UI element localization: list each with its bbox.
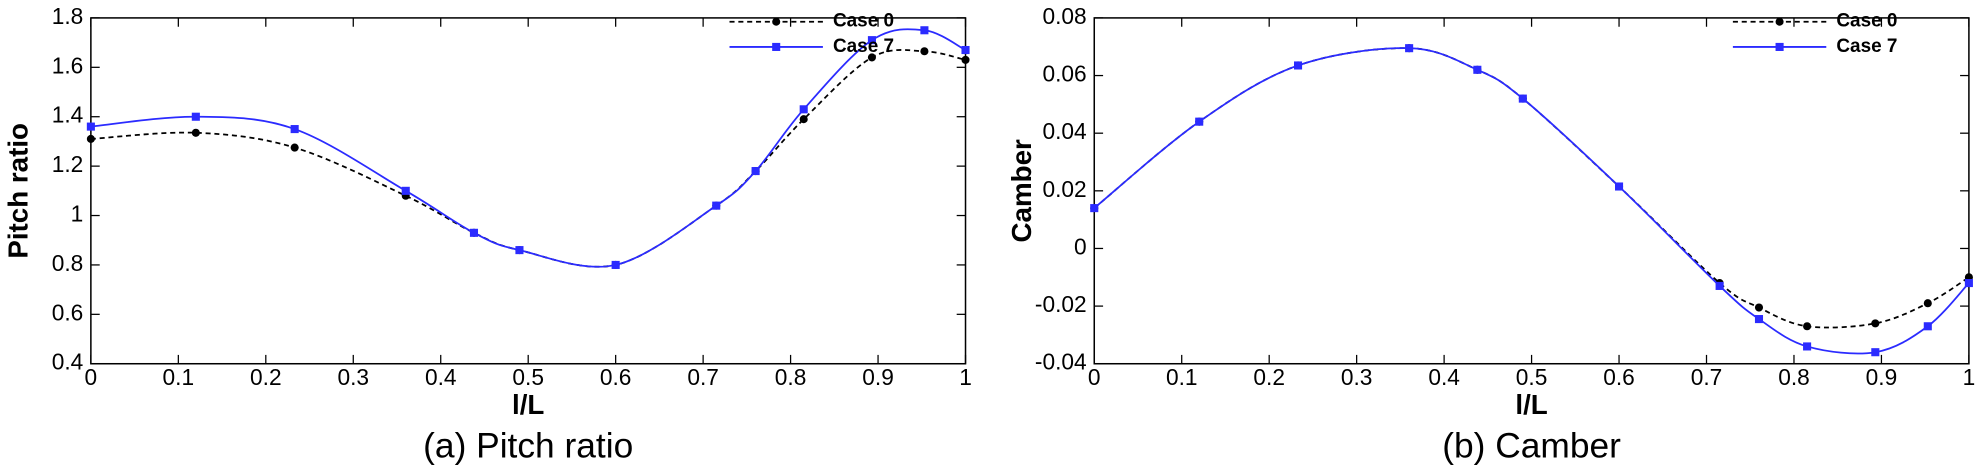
y-axis-label: Camber [1006,139,1037,243]
y-tick-label: 1.6 [52,52,84,78]
point [1615,182,1624,191]
x-tick-label: 0.5 [1516,364,1548,390]
x-tick-label: 0.4 [1428,364,1460,390]
y-tick-label: 0.02 [1042,176,1086,202]
point [469,228,479,237]
x-axis-label: l/L [512,389,544,420]
y-tick-label: 0.04 [1042,118,1086,144]
point [515,246,524,255]
legend-marker [772,17,781,26]
point [611,260,620,269]
y-tick-label: -0.04 [1035,349,1087,375]
legend-label: Case 7 [833,36,894,57]
legend-label: Case 0 [833,11,894,32]
point [1405,44,1414,53]
series-line [90,49,966,268]
x-tick-label: 0.6 [1603,364,1635,390]
x-tick-label: 0 [85,364,98,390]
point [1754,315,1764,324]
y-tick-label: 0.6 [52,299,84,325]
caption: (a) Pitch ratio [423,427,633,466]
point [1518,94,1527,103]
x-tick-label: 0.1 [163,364,195,390]
y-tick-label: 0 [1074,233,1087,259]
point [1964,279,1973,288]
x-tick-label: 0.9 [1866,364,1898,390]
x-tick-label: 0.8 [775,364,807,390]
point [1473,65,1482,74]
x-tick-label: 0.4 [425,364,457,390]
caption: (b) Camber [1442,427,1621,466]
point [920,26,929,35]
y-tick-label: 0.08 [1042,3,1086,29]
point [1923,299,1932,308]
point [1803,322,1812,331]
x-tick-label: 0.7 [687,364,719,390]
legend-marker [1775,17,1784,26]
y-axis-label: Pitch ratio [3,123,34,259]
plot-frame [90,17,967,365]
point [86,134,95,143]
legend-label: Case 7 [1836,36,1897,57]
y-tick-label: 1.8 [52,3,84,29]
point [867,53,876,62]
point [191,128,200,137]
point [799,115,808,124]
legend-marker [772,42,781,51]
point [712,201,721,210]
y-tick-label: 0.8 [52,250,84,276]
point [867,36,876,45]
point [1803,342,1812,351]
point [290,125,299,134]
y-tick-label: 1.2 [52,151,84,177]
series-line [1093,47,1970,329]
point [751,167,760,176]
x-tick-label: 1 [1963,364,1976,390]
point [920,47,929,56]
x-tick-label: 0.2 [250,364,282,390]
point [401,186,410,195]
point [799,105,808,114]
point [1294,61,1303,70]
x-tick-label: 0.2 [1253,364,1285,390]
x-tick-label: 1 [959,364,972,390]
x-tick-label: 0.5 [512,364,544,390]
point [1195,117,1204,126]
y-tick-label: 1 [71,201,84,227]
point [191,112,200,121]
y-tick-label: 1.4 [52,102,84,128]
point [961,55,970,64]
point [1923,322,1932,331]
y-tick-label: -0.02 [1035,291,1087,317]
point [1871,319,1880,328]
point [86,122,95,131]
x-tick-label: 0.3 [1341,364,1373,390]
series-line [1093,47,1970,355]
point [1754,303,1764,312]
x-tick-label: 0.7 [1691,364,1723,390]
point [290,143,299,152]
x-tick-label: 0.6 [600,364,632,390]
x-tick-label: 0.9 [862,364,894,390]
point [961,45,970,55]
y-tick-label: 0.06 [1042,61,1086,87]
x-tick-label: 0.3 [337,364,369,390]
series-line [90,28,966,268]
x-tick-label: 0 [1088,364,1101,390]
legend-marker [1775,42,1784,51]
legend-label: Case 0 [1836,11,1897,32]
point [1715,281,1724,290]
x-axis-label: l/L [1515,389,1547,420]
y-tick-label: 0.4 [52,349,84,375]
x-tick-label: 0.1 [1166,364,1198,390]
point [1871,348,1880,357]
x-tick-label: 0.8 [1778,364,1810,390]
point [1090,204,1099,213]
plot-frame [1093,17,1970,365]
